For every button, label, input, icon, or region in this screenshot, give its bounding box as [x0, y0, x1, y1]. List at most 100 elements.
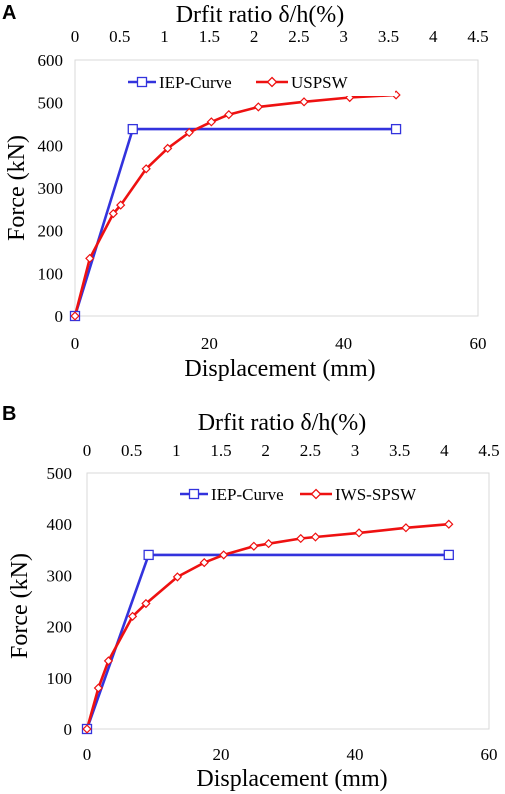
data-point-diamond	[85, 253, 95, 264]
y-axis-title-a: Force (kN)	[4, 135, 30, 241]
legend-label-iep-a: IEP-Curve	[159, 73, 232, 92]
legend-entry-red-b: IWS-SPSW	[300, 485, 417, 504]
data-point-diamond	[127, 611, 138, 622]
x2-tick-label: 0	[83, 441, 92, 460]
panel-letter-b: B	[2, 403, 16, 425]
x2-tick-label: 0.5	[121, 441, 142, 460]
series-layer-a	[69, 90, 402, 322]
x-tick-label: 60	[470, 334, 487, 353]
y-tick-label: 500	[38, 94, 64, 113]
data-point-diamond	[141, 598, 151, 609]
x-axis-title-b: Displacement (mm)	[196, 766, 387, 792]
chart-panel-b: B Drfit ratio δ/h(%) Force (kN) Displace…	[2, 403, 500, 792]
legend-diamond-marker-a	[266, 76, 278, 88]
data-point-diamond	[163, 143, 173, 153]
y-tick-label: 500	[47, 464, 73, 483]
x2-tick-label: 4.5	[467, 27, 488, 46]
data-point-square	[390, 123, 402, 135]
legend-entry-red-a: USPSW	[256, 73, 349, 92]
plot-area-b	[86, 472, 490, 730]
data-point-square	[127, 123, 138, 135]
data-point-diamond	[296, 533, 306, 544]
x2-tick-label: 4	[440, 441, 449, 460]
x-tick-label: 20	[201, 334, 218, 353]
y-tick-label: 0	[55, 307, 64, 326]
x2-tick-label: 4	[429, 27, 438, 46]
x-tick-label: 0	[83, 745, 92, 764]
data-point-diamond	[310, 532, 321, 542]
x2-axis-title-b: Drfit ratio δ/h(%)	[198, 410, 367, 436]
data-point-diamond	[70, 311, 80, 321]
x-axis-title-a: Displacement (mm)	[184, 356, 375, 382]
legend-square-marker-b	[188, 488, 200, 500]
legend-square-marker-a	[136, 76, 148, 88]
data-point-diamond	[224, 109, 234, 120]
chart-panel-a: A Drfit ratio δ/h(%) Force (kN) Displace…	[2, 2, 489, 382]
x2-tick-label: 4.5	[478, 441, 499, 460]
data-point-diamond	[199, 557, 209, 568]
y-tick-label: 400	[38, 136, 64, 155]
y-tick-label: 0	[64, 720, 73, 739]
data-point-diamond	[263, 539, 274, 549]
ticks-b: 0 20 40 60 0 100 200 300 400 500 0 0.5 1 1.5 2 2.5 3 3.5 4…	[47, 441, 500, 764]
data-point-square	[143, 549, 154, 561]
y-tick-label: 300	[47, 566, 73, 585]
x2-tick-label: 3.5	[378, 27, 399, 46]
legend-label-red-a: USPSW	[291, 73, 349, 92]
y-tick-label: 600	[38, 51, 64, 70]
x2-tick-label: 2.5	[300, 441, 321, 460]
x2-tick-label: 2	[261, 441, 270, 460]
x2-tick-label: 1.5	[210, 441, 231, 460]
plot-area-a	[74, 59, 479, 317]
data-point-diamond	[103, 656, 114, 666]
x2-tick-label: 0	[71, 27, 80, 46]
y-tick-label: 100	[38, 264, 64, 283]
data-point-diamond	[219, 550, 229, 560]
data-point-square	[443, 549, 454, 561]
x2-tick-label: 3.5	[389, 441, 410, 460]
y-tick-label: 200	[47, 618, 73, 637]
x-tick-label: 40	[347, 745, 364, 764]
y-tick-label: 100	[47, 669, 73, 688]
x2-axis-title-a: Drfit ratio δ/h(%)	[176, 2, 345, 28]
data-point-diamond	[253, 102, 264, 112]
x2-tick-label: 2	[250, 27, 259, 46]
data-point-diamond	[354, 528, 364, 538]
data-point-diamond	[184, 127, 194, 138]
data-point-diamond	[444, 519, 454, 529]
x-tick-label: 40	[335, 334, 352, 353]
y-tick-label: 400	[47, 515, 73, 534]
x2-tick-label: 1.5	[199, 27, 220, 46]
x2-tick-label: 0.5	[109, 27, 130, 46]
x-tick-label: 60	[481, 745, 498, 764]
data-point-diamond	[299, 97, 309, 107]
y-tick-label: 200	[38, 222, 64, 241]
x2-tick-label: 2.5	[288, 27, 309, 46]
data-point-diamond	[206, 117, 216, 127]
data-point-diamond	[172, 572, 183, 582]
data-point-diamond	[141, 164, 151, 174]
x-tick-label: 20	[213, 745, 230, 764]
y-axis-title-b: Force (kN)	[7, 553, 33, 659]
legend-label-red-b: IWS-SPSW	[335, 485, 417, 504]
legend-label-iep-b: IEP-Curve	[211, 485, 284, 504]
legend-diamond-marker-b	[310, 488, 322, 500]
x2-tick-label: 3	[339, 27, 348, 46]
data-point-diamond	[82, 724, 92, 734]
data-point-diamond	[401, 523, 411, 533]
series-layer-b	[81, 519, 454, 735]
panel-letter-a: A	[2, 2, 16, 24]
x2-tick-label: 3	[351, 441, 360, 460]
data-point-diamond	[116, 200, 126, 210]
data-point-diamond	[108, 208, 118, 219]
x2-tick-label: 1	[160, 27, 169, 46]
x2-tick-label: 1	[172, 441, 181, 460]
data-point-diamond	[93, 683, 104, 693]
legend-entry-iep-b: IEP-Curve	[180, 485, 284, 504]
legend-entry-iep-a: IEP-Curve	[128, 73, 232, 92]
x-tick-label: 0	[71, 334, 80, 353]
data-point-diamond	[249, 541, 259, 551]
